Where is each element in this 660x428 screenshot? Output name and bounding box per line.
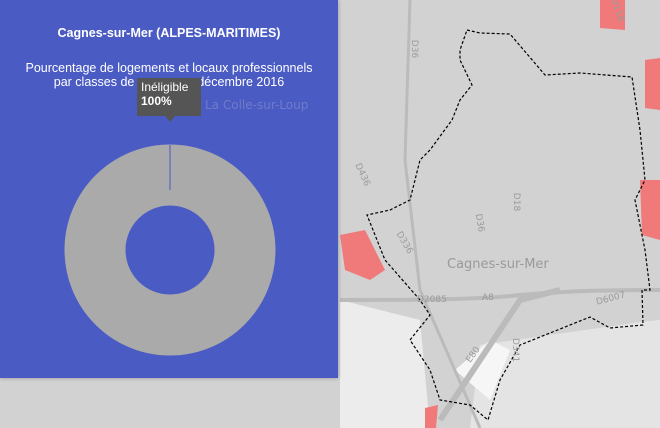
road-label: D2085 (417, 295, 447, 305)
subtitle-end: décembre 2016 (197, 75, 285, 89)
panel-subtitle: Pourcentage de logements et locaux profe… (25, 61, 313, 75)
panel-subtitle-line2: par classes de décembre 2016 (0, 75, 338, 89)
road-a8 (339, 288, 660, 302)
faded-place-label: La Colle-sur-Loup (205, 98, 309, 112)
sea (470, 320, 660, 428)
panel-title: Cagnes-sur-Mer (ALPES-MARITIMES) (57, 26, 281, 40)
subtitle-start: par classes de (53, 75, 135, 89)
donut-chart (64, 144, 276, 356)
road-label: D341 (510, 337, 521, 363)
commune-boundary (366, 29, 651, 422)
road-label: D18 (511, 192, 522, 212)
pie-slice-ineligible[interactable] (64, 144, 276, 356)
tooltip-value: 100% (141, 94, 172, 108)
road-label: A8 (482, 293, 494, 303)
eligible-zone (340, 230, 385, 280)
info-panel: Cagnes-sur-Mer (ALPES-MARITIMES) Pourcen… (0, 0, 338, 378)
place-label: Cagnes-sur-Mer (447, 257, 549, 272)
road-label: D36 (409, 39, 420, 59)
light-area (340, 300, 430, 428)
chart-tooltip: Inéligible 100% (137, 78, 201, 122)
tooltip-label: Inéligible (141, 80, 189, 94)
road-e80 (437, 287, 561, 422)
